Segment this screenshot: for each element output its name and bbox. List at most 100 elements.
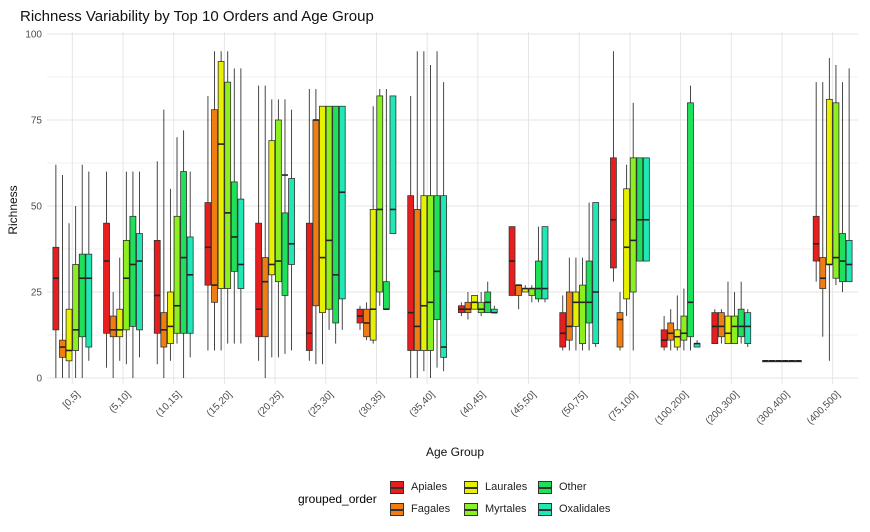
box-body: [718, 312, 725, 338]
box-oxalidales-8: [490, 305, 498, 314]
x-tick-label: (20,25]: [255, 389, 285, 419]
box-body: [103, 222, 110, 334]
box-myrtales-8: [477, 292, 485, 317]
box-fagales-7: [413, 51, 421, 378]
box-apiales-4: [255, 85, 262, 361]
box-body: [275, 119, 282, 283]
box-body: [845, 239, 853, 283]
x-tick-label: (400,500]: [805, 389, 843, 427]
box-fagales-3: [211, 51, 218, 351]
box-fagales-12: [667, 309, 675, 351]
box-fagales-8: [464, 292, 472, 320]
box-myrtales-15: [832, 64, 840, 286]
box-body: [623, 188, 630, 300]
box-fagales-2: [160, 109, 168, 378]
box-body: [579, 284, 586, 344]
box-apiales-12: [660, 316, 668, 351]
box-body: [129, 215, 137, 327]
box-body: [204, 202, 212, 286]
box-laurales-0: [65, 223, 73, 378]
box-laurales-14: [775, 359, 783, 363]
box-body: [376, 95, 384, 293]
x-tick-label: (50,75]: [560, 389, 590, 419]
legend-label: Laurales: [485, 481, 528, 493]
x-tick-label: (300,400]: [754, 389, 792, 427]
box-body: [281, 212, 289, 296]
box-myrtales-2: [173, 137, 181, 344]
chart-title: Richness Variability by Top 10 Orders an…: [20, 8, 374, 25]
box-other-8: [484, 281, 492, 314]
box-body: [338, 105, 346, 300]
box-laurales-10: [572, 257, 580, 351]
box-body: [819, 257, 827, 289]
box-oxalidales-11: [643, 157, 650, 262]
box-oxalidales-2: [186, 171, 194, 358]
box-body: [610, 157, 617, 269]
box-other-11: [636, 157, 644, 262]
box-other-0: [78, 164, 86, 378]
box-body: [389, 95, 397, 234]
box-apiales-10: [559, 295, 567, 351]
box-apiales-5: [305, 89, 313, 361]
box-other-1: [129, 171, 137, 378]
box-body: [65, 308, 73, 362]
box-body: [211, 109, 218, 303]
x-tick-label: (5,10]: [107, 389, 133, 415]
box-body: [153, 239, 161, 334]
legend-swatch: [390, 481, 404, 494]
box-laurales-9: [521, 285, 529, 293]
box-oxalidales-3: [237, 68, 245, 344]
box-body: [477, 301, 485, 314]
y-tick-label: 0: [36, 374, 42, 385]
box-laurales-6: [369, 106, 377, 344]
box-body: [382, 281, 390, 310]
box-body: [744, 312, 752, 345]
box-laurales-3: [217, 51, 225, 351]
box-fagales-1: [109, 292, 117, 378]
box-body: [464, 301, 472, 314]
box-laurales-8: [471, 295, 478, 310]
box-other-3: [230, 68, 238, 344]
box-laurales-13: [724, 281, 732, 344]
x-tick-label: (15,20]: [205, 389, 235, 419]
legend-label: Fagales: [411, 503, 451, 515]
box-apiales-9: [508, 226, 516, 296]
box-myrtales-0: [72, 206, 80, 378]
box-body: [711, 312, 719, 345]
y-tick-label: 50: [31, 202, 43, 213]
x-axis-title: Age Group: [426, 445, 484, 459]
box-myrtales-14: [781, 359, 789, 363]
box-body: [268, 140, 276, 276]
box-other-14: [788, 359, 796, 363]
x-tick-label: (100,200]: [653, 389, 691, 427]
box-other-7: [433, 51, 441, 368]
box-body: [440, 195, 447, 358]
box-myrtales-5: [325, 105, 333, 330]
box-body: [812, 215, 820, 262]
box-body: [433, 195, 441, 320]
box-other-13: [737, 281, 745, 344]
box-body: [673, 329, 681, 348]
x-tick-label: [0,5]: [61, 389, 83, 411]
box-laurales-4: [268, 99, 276, 358]
box-body: [109, 315, 117, 338]
box-body: [332, 105, 340, 324]
box-layer: [52, 51, 853, 378]
box-body: [825, 98, 833, 265]
box-oxalidales-5: [338, 105, 346, 330]
y-tick-label: 100: [25, 30, 42, 41]
x-tick-label: (25,30]: [306, 389, 336, 419]
box-body: [427, 195, 434, 351]
box-body: [731, 315, 738, 344]
box-body: [515, 284, 523, 296]
box-oxalidales-1: [136, 171, 143, 358]
box-fagales-5: [312, 89, 320, 365]
box-other-10: [585, 202, 593, 351]
legend-swatch: [464, 503, 478, 516]
box-body: [325, 105, 333, 310]
box-other-12: [687, 85, 694, 351]
legend-title: grouped_order: [298, 492, 377, 506]
box-body: [369, 209, 377, 341]
box-apiales-1: [103, 171, 110, 368]
